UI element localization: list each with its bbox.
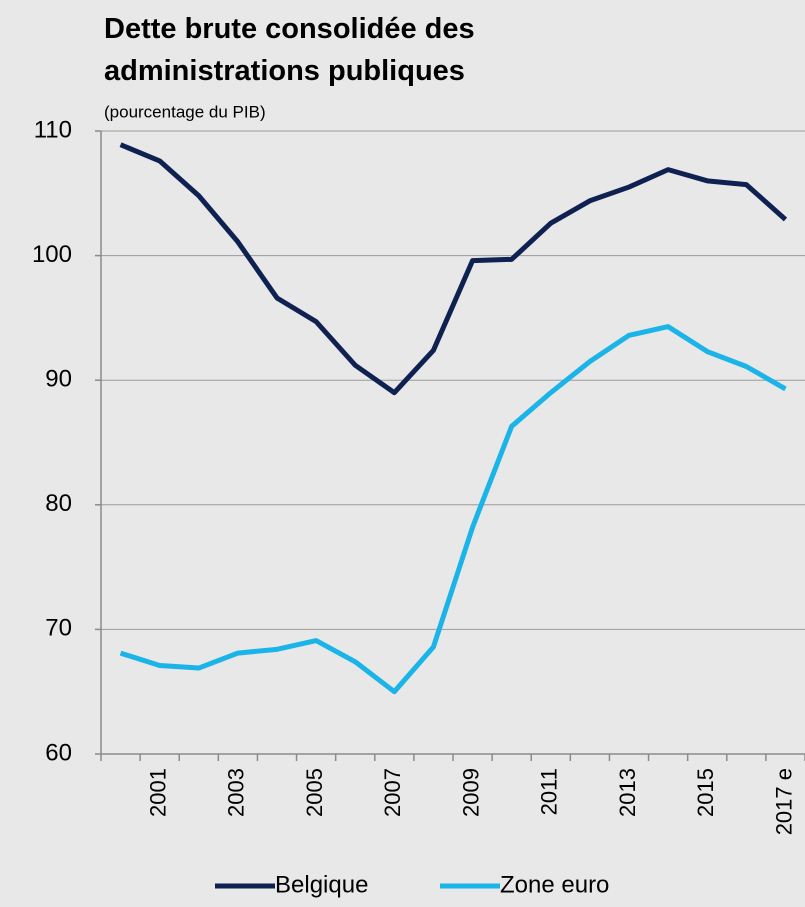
x-tick-label: 2017 e xyxy=(771,768,796,835)
chart-title: Dette brute consolidée des administration… xyxy=(104,13,475,87)
y-tick-label: 60 xyxy=(45,739,72,766)
legend-label: Belgique xyxy=(275,871,368,898)
x-tick-label: 2001 xyxy=(145,768,170,817)
y-tick-label: 70 xyxy=(45,615,72,642)
line-series xyxy=(119,324,787,695)
chart-subtitle: (pourcentage du PIB) xyxy=(104,102,266,121)
line-series xyxy=(119,142,788,396)
y-tick-label: 90 xyxy=(45,366,72,393)
y-tick-label: 80 xyxy=(45,490,72,517)
x-tick-label: 2011 xyxy=(537,768,562,815)
y-tick-label: 110 xyxy=(34,116,72,143)
x-tick-label: 2005 xyxy=(302,768,327,817)
x-tick-label: 2003 xyxy=(224,768,249,817)
x-tick-label: 2007 xyxy=(380,768,405,817)
x-tick-label: 2013 xyxy=(615,768,640,817)
legend-label: Zone euro xyxy=(500,871,609,898)
x-tick-label: 2009 xyxy=(458,768,483,817)
x-tick-label: 2015 xyxy=(693,768,718,817)
y-tick-label: 100 xyxy=(32,241,72,268)
